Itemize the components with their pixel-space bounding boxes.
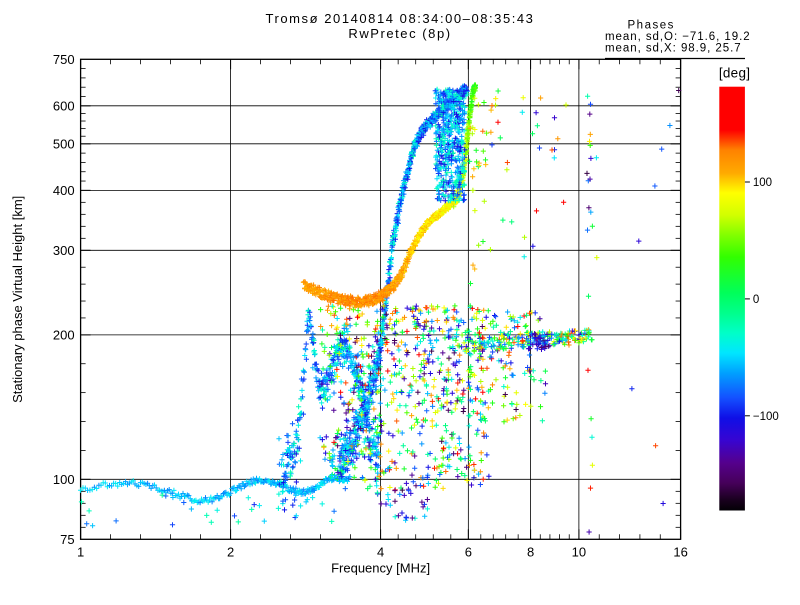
svg-text:6: 6 <box>465 544 472 559</box>
svg-text:500: 500 <box>53 136 75 151</box>
svg-text:100: 100 <box>53 472 75 487</box>
svg-text:Tromsø 20140814 08:34:00–08:: Tromsø 20140814 08:34:00–08:35:43 <box>266 11 535 26</box>
svg-text:750: 750 <box>53 52 75 67</box>
svg-text:Stationary phase Virtual Heigh: Stationary phase Virtual Height [km] <box>10 196 25 403</box>
svg-text:Frequency [MHz]: Frequency [MHz] <box>331 560 430 575</box>
svg-text:75: 75 <box>60 532 74 547</box>
svg-text:16: 16 <box>673 544 687 559</box>
svg-text:2: 2 <box>227 544 234 559</box>
svg-text:8: 8 <box>527 544 534 559</box>
svg-text:1: 1 <box>77 544 84 559</box>
svg-text:600: 600 <box>53 98 75 113</box>
svg-text:Phases: Phases <box>628 20 675 32</box>
svg-text:mean, sd,O: −71.6, 19.2: mean, sd,O: −71.6, 19.2 <box>605 31 751 43</box>
svg-text:100: 100 <box>753 177 772 189</box>
svg-text:−100: −100 <box>753 411 779 423</box>
svg-text:10: 10 <box>572 544 586 559</box>
svg-text:[deg]: [deg] <box>719 66 751 81</box>
svg-text:200: 200 <box>53 327 75 342</box>
svg-text:mean, sd,X: 98.9, 25.7: mean, sd,X: 98.9, 25.7 <box>605 42 742 54</box>
svg-text:RwPretec (8p): RwPretec (8p) <box>348 26 451 41</box>
svg-text:4: 4 <box>377 544 384 559</box>
svg-text:300: 300 <box>53 243 75 258</box>
svg-text:0: 0 <box>753 294 759 306</box>
svg-text:400: 400 <box>53 183 75 198</box>
